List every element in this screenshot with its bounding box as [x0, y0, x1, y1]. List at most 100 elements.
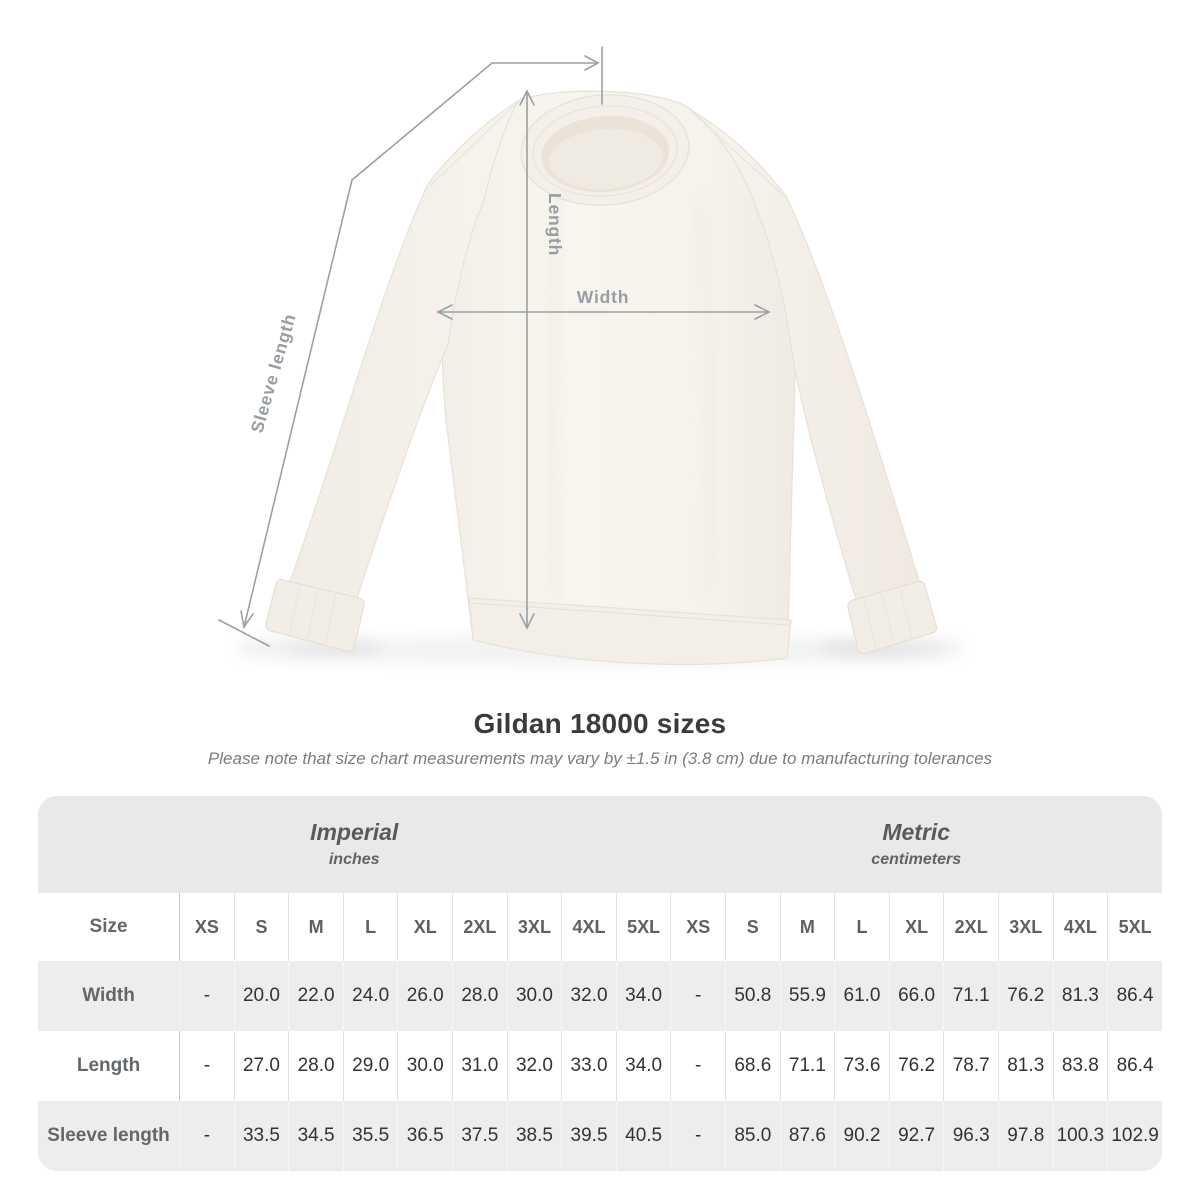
imperial-value-cell: 31.0 — [452, 1031, 507, 1101]
page-title: Gildan 18000 sizes — [473, 708, 727, 739]
metric-value-cell: 86.4 — [1107, 1031, 1162, 1101]
metric-value-cell: 87.6 — [779, 1101, 835, 1171]
row-label: Length — [38, 1031, 180, 1101]
unit-section-header-row: Imperial inches Metric centimeters — [38, 796, 1162, 893]
metric-value-cell: 76.2 — [888, 1031, 944, 1101]
sweatshirt-right-cuff — [847, 580, 938, 655]
metric-value-cell: 61.0 — [834, 961, 889, 1031]
imperial-value-cell: 32.0 — [506, 1031, 562, 1101]
metric-value-cell: 96.3 — [943, 1101, 998, 1171]
row-label: Width — [38, 961, 180, 1031]
metric-value-cell: 86.4 — [1107, 961, 1162, 1031]
metric-label: Metric — [882, 818, 951, 845]
sleeve-length-arrow-bottom — [240, 610, 254, 630]
metric-value-cell: 90.2 — [834, 1101, 889, 1171]
imperial-value-cell: 30.0 — [506, 961, 562, 1031]
width-arrow-right — [754, 304, 771, 320]
measurement-annotations — [218, 46, 771, 647]
metric-value-cell: 76.2 — [997, 961, 1053, 1031]
metric-value-cell: 81.3 — [1052, 961, 1108, 1031]
size-col-metric-2xl: 2XL — [943, 893, 998, 961]
metric-value-cell: - — [670, 1101, 726, 1171]
size-col-imperial-m: M — [288, 893, 343, 961]
imperial-value-cell: 26.0 — [397, 961, 453, 1031]
size-col-metric-m: M — [779, 893, 835, 961]
metric-value-cell: 68.6 — [725, 1031, 780, 1101]
size-col-metric-5xl: 5XL — [1107, 893, 1162, 961]
size-col-metric-xs: XS — [670, 893, 726, 961]
metric-value-cell: - — [670, 1031, 726, 1101]
imperial-value-cell: 34.0 — [615, 961, 671, 1031]
metric-value-cell: 97.8 — [997, 1101, 1053, 1171]
imperial-value-cell: 22.0 — [288, 961, 343, 1031]
imperial-value-cell: - — [179, 961, 234, 1031]
size-table: Imperial inches Metric centimeters Size X… — [38, 796, 1162, 1171]
size-col-metric-xl: XL — [888, 893, 944, 961]
imperial-value-cell: 35.5 — [342, 1101, 398, 1171]
size-col-imperial-xl: XL — [397, 893, 453, 961]
measurement-row-width: Width -20.0 22.0 24.0 26.0 28.0 30.0 32.0 34.0-5… — [38, 961, 1162, 1031]
size-col-imperial-5xl: 5XL — [615, 893, 671, 961]
sleeve-length-measure-label: Sleeve length — [247, 311, 300, 435]
imperial-value-cell: 39.5 — [561, 1101, 616, 1171]
size-col-imperial-s: S — [233, 893, 289, 961]
metric-value-cell: 73.6 — [834, 1031, 889, 1101]
sleeve-length-line — [243, 62, 599, 628]
size-col-metric-4xl: 4XL — [1052, 893, 1108, 961]
cuff-tick — [218, 619, 270, 647]
metric-value-cell: 100.3 — [1052, 1101, 1108, 1171]
length-arrow-bottom — [519, 613, 535, 630]
imperial-unit: inches — [328, 851, 380, 869]
length-measure-label: Length — [545, 193, 565, 256]
imperial-value-cell: 27.0 — [233, 1031, 289, 1101]
section-header-imperial: Imperial inches — [38, 796, 671, 893]
size-col-metric-s: S — [725, 893, 780, 961]
measurement-row-length: Length -27.0 28.0 29.0 30.0 31.0 32.0 33.0 34.0-… — [38, 1031, 1162, 1101]
measurement-row-sleeve-length: Sleeve length -33.5 34.5 35.5 36.5 37.5 38.5 39… — [38, 1101, 1162, 1171]
size-col-imperial-xs: XS — [179, 893, 234, 961]
imperial-value-cell: 37.5 — [452, 1101, 507, 1171]
size-col-imperial-2xl: 2XL — [452, 893, 507, 961]
imperial-value-cell: 33.5 — [233, 1101, 289, 1171]
metric-value-cell: 78.7 — [943, 1031, 998, 1101]
metric-value-cell: 50.8 — [725, 961, 780, 1031]
sweatshirt-left-cuff — [265, 578, 365, 653]
width-measure-label: Width — [577, 287, 629, 307]
sweatshirt-hem — [468, 597, 792, 666]
size-table-grid: Imperial inches Metric centimeters Size X… — [38, 796, 1162, 1171]
metric-value-cell: - — [670, 961, 726, 1031]
imperial-value-cell: 28.0 — [288, 1031, 343, 1101]
metric-value-cell: 85.0 — [725, 1101, 780, 1171]
sweatshirt-collar — [520, 94, 690, 206]
sleeve-length-arrow-top — [584, 55, 600, 71]
sweatshirt-right-sleeve — [691, 110, 922, 604]
imperial-value-cell: 28.0 — [452, 961, 507, 1031]
imperial-value-cell: 32.0 — [561, 961, 616, 1031]
tolerance-note: Please note that size chart measurements… — [207, 749, 993, 768]
imperial-value-cell: 34.5 — [288, 1101, 343, 1171]
imperial-value-cell: 36.5 — [397, 1101, 453, 1171]
imperial-value-cell: 30.0 — [397, 1031, 453, 1101]
size-column-header: Size — [38, 893, 180, 961]
metric-value-cell: 55.9 — [779, 961, 835, 1031]
size-header-row: Size XS S M L XL 2XL 3XL 4XL 5XL XS S M L XL 2XL 3XL 4XL 5… — [38, 893, 1162, 961]
imperial-label: Imperial — [310, 818, 399, 845]
width-arrow-left — [436, 304, 453, 320]
metric-value-cell: 81.3 — [997, 1031, 1053, 1101]
metric-value-cell: 83.8 — [1052, 1031, 1108, 1101]
imperial-value-cell: - — [179, 1031, 234, 1101]
size-col-imperial-3xl: 3XL — [506, 893, 562, 961]
imperial-value-cell: 33.0 — [561, 1031, 616, 1101]
metric-unit: centimeters — [871, 851, 962, 869]
metric-value-cell: 92.7 — [888, 1101, 944, 1171]
metric-value-cell: 102.9 — [1107, 1101, 1162, 1171]
size-col-metric-3xl: 3XL — [997, 893, 1053, 961]
imperial-value-cell: 20.0 — [233, 961, 289, 1031]
length-arrow-top — [519, 89, 535, 106]
metric-value-cell: 66.0 — [888, 961, 944, 1031]
size-col-metric-l: L — [834, 893, 889, 961]
imperial-value-cell: - — [179, 1101, 234, 1171]
size-col-imperial-4xl: 4XL — [561, 893, 616, 961]
imperial-value-cell: 40.5 — [615, 1101, 671, 1171]
